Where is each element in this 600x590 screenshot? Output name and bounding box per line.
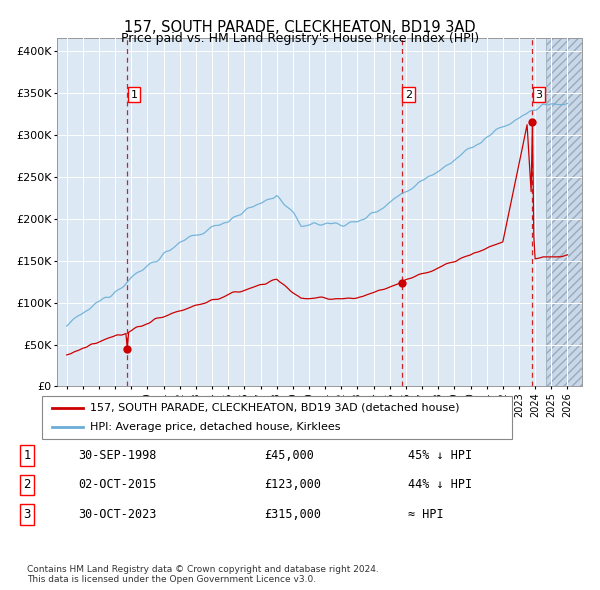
Text: 45% ↓ HPI: 45% ↓ HPI xyxy=(408,449,472,462)
Bar xyxy=(546,38,584,386)
Text: 3: 3 xyxy=(536,90,542,100)
Text: 30-OCT-2023: 30-OCT-2023 xyxy=(78,508,157,521)
Text: 2: 2 xyxy=(405,90,412,100)
Text: 02-OCT-2015: 02-OCT-2015 xyxy=(78,478,157,491)
Text: 44% ↓ HPI: 44% ↓ HPI xyxy=(408,478,472,491)
Text: £315,000: £315,000 xyxy=(264,508,321,521)
Text: HPI: Average price, detached house, Kirklees: HPI: Average price, detached house, Kirk… xyxy=(90,422,341,432)
Text: 1: 1 xyxy=(131,90,137,100)
Text: 1: 1 xyxy=(23,449,31,462)
Bar xyxy=(546,38,584,386)
FancyBboxPatch shape xyxy=(42,396,512,439)
Text: 2: 2 xyxy=(23,478,31,491)
Text: ≈ HPI: ≈ HPI xyxy=(408,508,443,521)
Text: £45,000: £45,000 xyxy=(264,449,314,462)
Text: £123,000: £123,000 xyxy=(264,478,321,491)
Text: 30-SEP-1998: 30-SEP-1998 xyxy=(78,449,157,462)
Text: 3: 3 xyxy=(23,508,31,521)
Text: Contains HM Land Registry data © Crown copyright and database right 2024.
This d: Contains HM Land Registry data © Crown c… xyxy=(27,565,379,584)
Text: 157, SOUTH PARADE, CLECKHEATON, BD19 3AD: 157, SOUTH PARADE, CLECKHEATON, BD19 3AD xyxy=(124,20,476,35)
Text: Price paid vs. HM Land Registry's House Price Index (HPI): Price paid vs. HM Land Registry's House … xyxy=(121,32,479,45)
Text: 157, SOUTH PARADE, CLECKHEATON, BD19 3AD (detached house): 157, SOUTH PARADE, CLECKHEATON, BD19 3AD… xyxy=(90,403,460,412)
